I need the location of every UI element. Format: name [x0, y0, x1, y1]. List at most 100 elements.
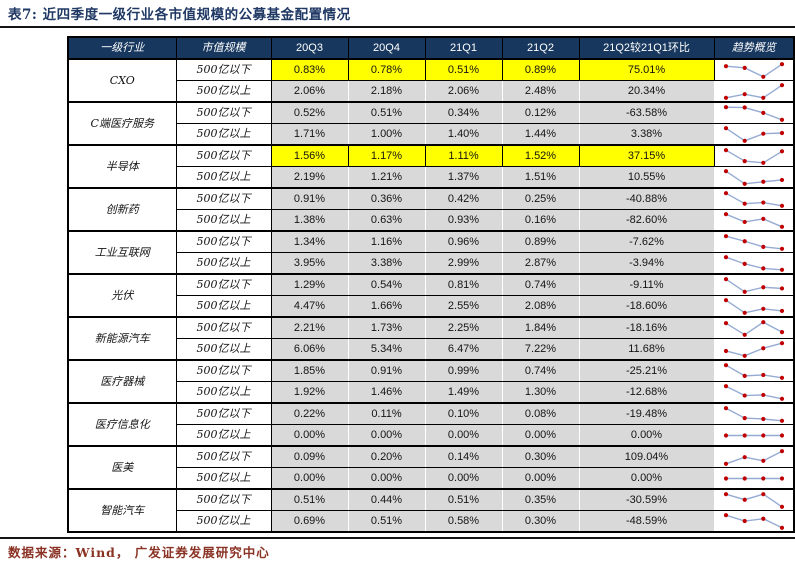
- page-title: 表7: 近四季度一级行业各市值规模的公募基金配置情况: [8, 7, 351, 23]
- quarter-value-cell: 0.12%: [501, 101, 580, 124]
- marketcap-label: 500亿以下: [175, 359, 272, 382]
- quarter-value-cell: 2.19%: [270, 166, 349, 189]
- quarter-value-cell: 0.36%: [347, 187, 426, 210]
- marketcap-label: 500亿以下: [175, 273, 272, 296]
- table-row: 半导体 500亿以下 1.56% 1.17% 1.11% 1.52% 37.15%: [67, 144, 795, 189]
- quarter-value-cell: 0.20%: [347, 445, 426, 468]
- quarter-value-cell: 0.58%: [424, 510, 503, 533]
- quarter-value-cell: 2.48%: [501, 80, 580, 103]
- marketcap-label: 500亿以下: [175, 187, 272, 210]
- trend-cell: [713, 338, 795, 361]
- quarter-value-cell: 1.52%: [501, 144, 580, 167]
- quarter-value-cell: 0.25%: [501, 187, 580, 210]
- marketcap-label: 500亿以下: [175, 445, 272, 468]
- trend-sparkline: [723, 104, 784, 122]
- trend-sparkline: [723, 432, 784, 438]
- quarter-value-cell: 2.99%: [424, 252, 503, 275]
- column-header-qoq: 21Q2较21Q1环比: [578, 36, 715, 60]
- trend-cell: [713, 252, 795, 275]
- table-row: 500亿以上 0.00% 0.00% 0.00% 0.00% 0.00%: [68, 467, 795, 490]
- qoq-value-cell: 37.15%: [578, 144, 715, 167]
- trend-sparkline: [723, 254, 784, 272]
- trend-cell: [713, 381, 795, 404]
- trend-sparkline: [723, 125, 784, 143]
- quarter-value-cell: 0.93%: [424, 209, 503, 232]
- marketcap-label: 500亿以上: [175, 338, 272, 361]
- trend-cell: [713, 402, 795, 425]
- quarter-value-cell: 0.35%: [501, 488, 580, 511]
- trend-sparkline: [723, 340, 784, 358]
- quarter-value-cell: 0.51%: [424, 488, 503, 511]
- trend-cell: [713, 80, 795, 103]
- marketcap-label: 500亿以上: [175, 381, 272, 404]
- table-row: 医疗器械 500亿以下 1.85% 0.91% 0.99% 0.74% -25.21%: [67, 359, 795, 404]
- table-row: 创新药 500亿以下 0.91% 0.36% 0.42% 0.25% -40.88%: [67, 187, 795, 232]
- quarter-value-cell: 0.74%: [501, 273, 580, 296]
- quarter-value-cell: 0.78%: [347, 58, 426, 81]
- industry-name: 半导体: [67, 144, 177, 189]
- trend-cell: [713, 488, 795, 511]
- qoq-value-cell: -18.16%: [578, 316, 715, 339]
- qoq-value-cell: -40.88%: [578, 187, 715, 210]
- trend-cell: [713, 445, 795, 468]
- marketcap-label: 500亿以上: [175, 80, 272, 103]
- table-row: 500亿以上 0.69% 0.51% 0.58% 0.30% -48.59%: [68, 510, 795, 533]
- trend-cell: [713, 144, 795, 167]
- quarter-value-cell: 0.96%: [424, 230, 503, 253]
- marketcap-label: 500亿以上: [175, 209, 272, 232]
- marketcap-label: 500亿以下: [175, 144, 272, 167]
- qoq-value-cell: -7.62%: [578, 230, 715, 253]
- marketcap-label: 500亿以下: [175, 402, 272, 425]
- quarter-value-cell: 1.84%: [501, 316, 580, 339]
- table-row: 新能源汽车 500亿以下 2.21% 1.73% 2.25% 1.84% -18.16%: [67, 316, 795, 361]
- trend-sparkline: [723, 362, 784, 380]
- trend-cell: [713, 273, 795, 296]
- quarter-value-cell: 0.00%: [424, 467, 503, 490]
- marketcap-label: 500亿以下: [175, 316, 272, 339]
- trend-sparkline: [723, 475, 784, 481]
- table-row: CXO 500亿以下 0.83% 0.78% 0.51% 0.89% 75.01%: [67, 58, 795, 103]
- industry-name: CXO: [67, 58, 177, 103]
- marketcap-label: 500亿以上: [175, 424, 272, 447]
- trend-cell: [713, 187, 795, 210]
- quarter-value-cell: 5.34%: [347, 338, 426, 361]
- marketcap-label: 500亿以下: [175, 58, 272, 81]
- quarter-value-cell: 2.87%: [501, 252, 580, 275]
- quarter-value-cell: 0.00%: [424, 424, 503, 447]
- quarter-value-cell: 0.44%: [347, 488, 426, 511]
- title-divider: [0, 26, 795, 28]
- quarter-value-cell: 7.22%: [501, 338, 580, 361]
- quarter-value-cell: 3.38%: [347, 252, 426, 275]
- column-header-20q3: 20Q3: [270, 36, 349, 60]
- qoq-value-cell: -18.60%: [578, 295, 715, 318]
- column-header-20q4: 20Q4: [347, 36, 426, 60]
- quarter-value-cell: 0.30%: [501, 510, 580, 533]
- trend-cell: [713, 359, 795, 382]
- quarter-value-cell: 0.22%: [270, 402, 349, 425]
- quarter-value-cell: 0.89%: [501, 58, 580, 81]
- quarter-value-cell: 1.85%: [270, 359, 349, 382]
- table-row: 医美 500亿以下 0.09% 0.20% 0.14% 0.30% 109.04%: [67, 445, 795, 490]
- trend-cell: [713, 123, 795, 146]
- column-header-21q1: 21Q1: [424, 36, 503, 60]
- marketcap-label: 500亿以上: [175, 467, 272, 490]
- industry-name: C端医疗服务: [67, 101, 177, 146]
- quarter-value-cell: 0.51%: [424, 58, 503, 81]
- marketcap-label: 500亿以上: [175, 123, 272, 146]
- qoq-value-cell: 0.00%: [578, 424, 715, 447]
- marketcap-label: 500亿以下: [175, 101, 272, 124]
- quarter-value-cell: 0.52%: [270, 101, 349, 124]
- trend-sparkline: [723, 319, 784, 337]
- quarter-value-cell: 2.08%: [501, 295, 580, 318]
- quarter-value-cell: 1.17%: [347, 144, 426, 167]
- quarter-value-cell: 1.49%: [424, 381, 503, 404]
- footer-divider: [0, 537, 795, 539]
- quarter-value-cell: 2.25%: [424, 316, 503, 339]
- quarter-value-cell: 0.83%: [270, 58, 349, 81]
- table-row: 500亿以上 1.92% 1.46% 1.49% 1.30% -12.68%: [68, 381, 795, 404]
- quarter-value-cell: 1.56%: [270, 144, 349, 167]
- quarter-value-cell: 0.91%: [347, 359, 426, 382]
- quarter-value-cell: 2.21%: [270, 316, 349, 339]
- trend-cell: [713, 424, 795, 447]
- trend-cell: [713, 510, 795, 533]
